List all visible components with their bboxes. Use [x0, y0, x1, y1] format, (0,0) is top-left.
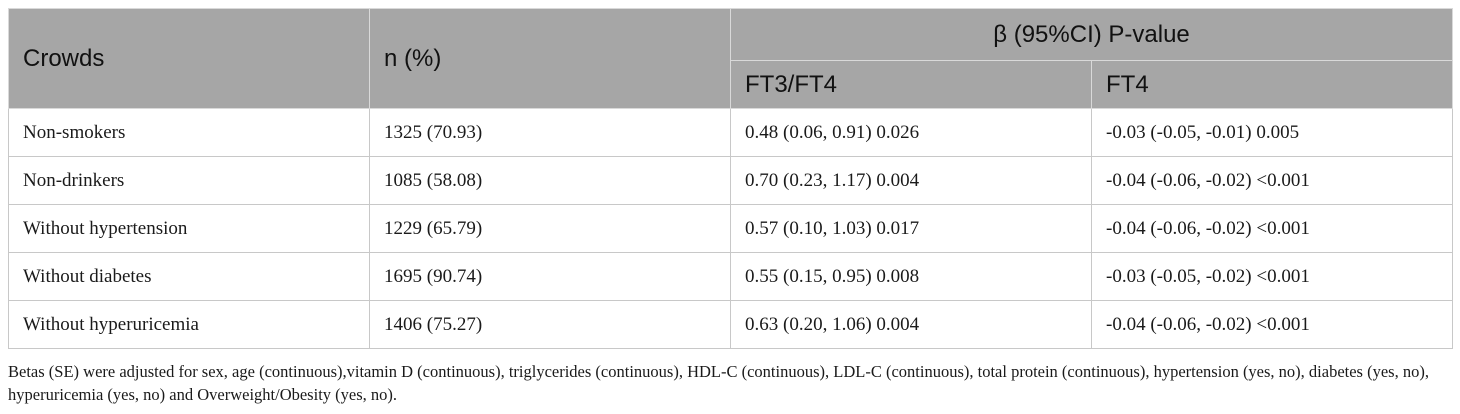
- cell-crowd: Non-drinkers: [8, 156, 370, 205]
- cell-n: 1085 (58.08): [369, 156, 731, 205]
- table-row: Non-drinkers 1085 (58.08) 0.70 (0.23, 1.…: [8, 156, 1454, 205]
- cell-crowd: Without hypertension: [8, 204, 370, 253]
- table-row: Without hypertension 1229 (65.79) 0.57 (…: [8, 204, 1454, 253]
- cell-ft4: -0.04 (-0.06, -0.02) <0.001: [1090, 204, 1454, 253]
- cell-ft3-ft4: 0.70 (0.23, 1.17) 0.004: [730, 156, 1092, 205]
- header-row-top: Crowds n (%) β (95%CI) P-value: [8, 8, 1454, 109]
- cell-ft4: -0.04 (-0.06, -0.02) <0.001: [1090, 300, 1454, 349]
- cell-n: 1406 (75.27): [369, 300, 731, 349]
- cell-ft3-ft4: 0.63 (0.20, 1.06) 0.004: [730, 300, 1092, 349]
- cell-crowd: Without hyperuricemia: [8, 300, 370, 349]
- results-table: Crowds n (%) β (95%CI) P-value FT3/FT4 F…: [8, 8, 1454, 349]
- cell-ft3-ft4: 0.55 (0.15, 0.95) 0.008: [730, 252, 1092, 301]
- cell-ft3-ft4: 0.48 (0.06, 0.91) 0.026: [730, 108, 1092, 157]
- table-footnote: Betas (SE) were adjusted for sex, age (c…: [8, 362, 1429, 404]
- table-row: Without hyperuricemia 1406 (75.27) 0.63 …: [8, 300, 1454, 349]
- table-row: Without diabetes 1695 (90.74) 0.55 (0.15…: [8, 252, 1454, 301]
- header-n-percent: n (%): [369, 8, 731, 109]
- table-body: Non-smokers 1325 (70.93) 0.48 (0.06, 0.9…: [8, 108, 1454, 349]
- header-ft3-ft4: FT3/FT4: [730, 60, 1092, 109]
- header-crowds: Crowds: [8, 8, 370, 109]
- cell-crowd: Non-smokers: [8, 108, 370, 157]
- header-ft4: FT4: [1090, 60, 1454, 109]
- header-row-sub: FT3/FT4 FT4: [9, 60, 1454, 109]
- cell-n: 1229 (65.79): [369, 204, 731, 253]
- cell-n: 1695 (90.74): [369, 252, 731, 301]
- cell-ft4: -0.03 (-0.05, -0.02) <0.001: [1090, 252, 1454, 301]
- results-table-container: Crowds n (%) β (95%CI) P-value FT3/FT4 F…: [8, 8, 1454, 349]
- cell-ft3-ft4: 0.57 (0.10, 1.03) 0.017: [730, 204, 1092, 253]
- table-header: Crowds n (%) β (95%CI) P-value FT3/FT4 F…: [8, 8, 1454, 109]
- cell-n: 1325 (70.93): [369, 108, 731, 157]
- table-row: Non-smokers 1325 (70.93) 0.48 (0.06, 0.9…: [8, 108, 1454, 157]
- header-beta-group: β (95%CI) P-value: [729, 8, 1454, 61]
- cell-ft4: -0.03 (-0.05, -0.01) 0.005: [1090, 108, 1454, 157]
- cell-crowd: Without diabetes: [8, 252, 370, 301]
- cell-ft4: -0.04 (-0.06, -0.02) <0.001: [1090, 156, 1454, 205]
